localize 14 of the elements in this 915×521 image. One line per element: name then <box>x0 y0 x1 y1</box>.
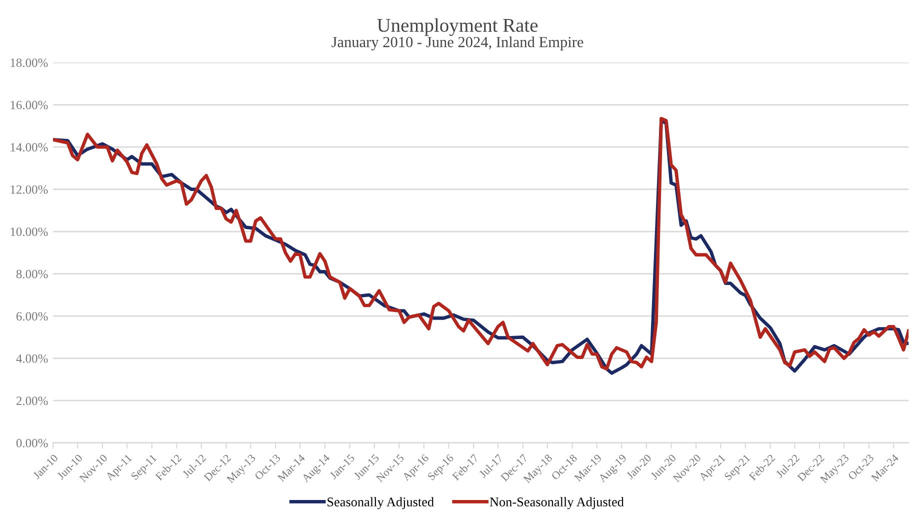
y-tick-label: 2.00% <box>16 396 48 406</box>
y-tick-label: 12.00% <box>10 185 48 194</box>
legend-label: Seasonally Adjusted <box>328 497 434 510</box>
chart-subtitle: January 2010 - June 2024, Inland Empire <box>332 36 584 50</box>
y-tick-label: 0.00% <box>16 438 48 448</box>
y-tick-label: 14.00% <box>10 143 48 152</box>
legend-label: Non-Seasonally Adjusted <box>490 497 624 510</box>
y-tick-label: 4.00% <box>16 354 48 363</box>
y-tick-label: 16.00% <box>10 100 48 110</box>
y-tick-label: 10.00% <box>10 228 48 236</box>
y-tick-label: 18.00% <box>10 58 48 68</box>
y-tick-label: 6.00% <box>16 312 48 321</box>
chart-title: Unemployment Rate <box>377 18 538 36</box>
y-tick-label: 8.00% <box>16 270 48 278</box>
